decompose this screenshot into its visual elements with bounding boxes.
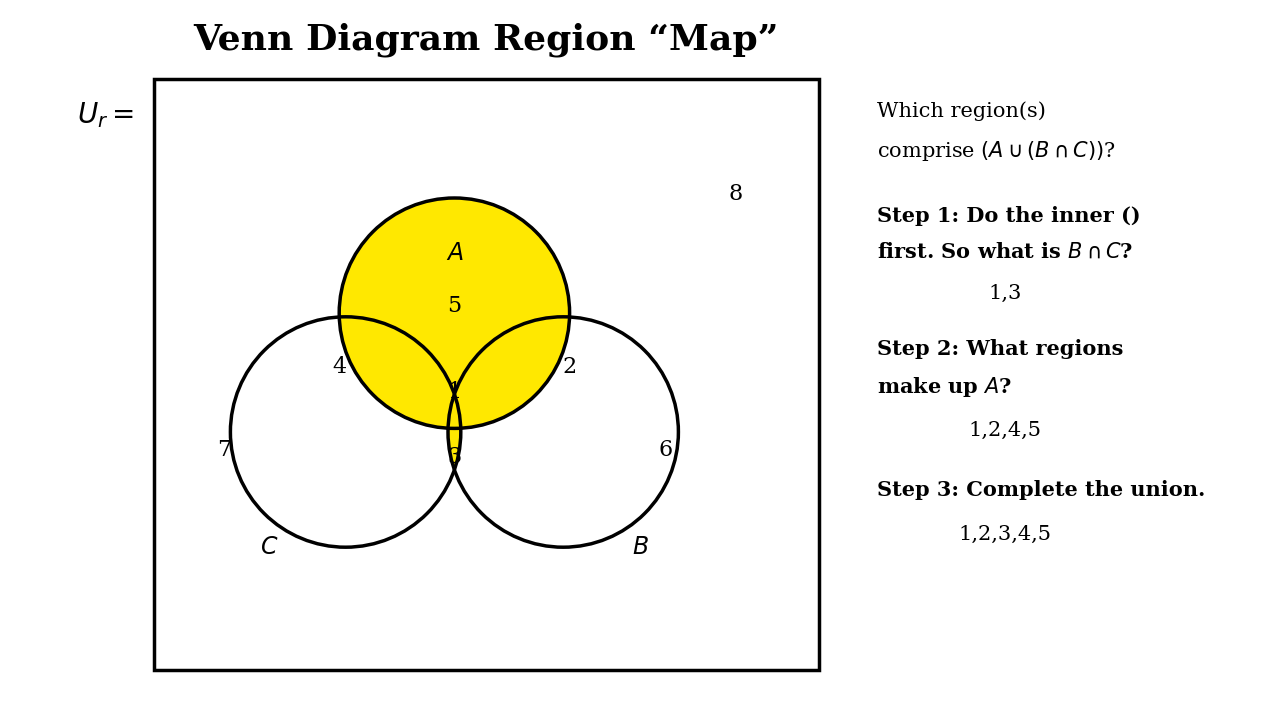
Text: make up $A$?: make up $A$? [877,375,1012,400]
FancyBboxPatch shape [154,79,819,670]
Text: 1,3: 1,3 [988,284,1021,303]
Text: 1,2,4,5: 1,2,4,5 [968,421,1042,440]
Text: 6: 6 [658,439,673,461]
Text: 7: 7 [216,439,232,461]
Ellipse shape [448,317,678,547]
Text: Step 3: Complete the union.: Step 3: Complete the union. [877,480,1206,500]
Text: first. So what is $B \cap C$?: first. So what is $B \cap C$? [877,242,1133,262]
Text: 2: 2 [562,356,577,378]
Text: $U_r =$: $U_r =$ [77,100,133,130]
Text: 1,2,3,4,5: 1,2,3,4,5 [959,525,1051,544]
Text: 3: 3 [447,446,462,468]
Text: Step 2: What regions: Step 2: What regions [877,339,1123,359]
Text: $\mathit{C}$: $\mathit{C}$ [260,536,278,559]
Text: $\mathit{B}$: $\mathit{B}$ [631,536,649,559]
Text: Venn Diagram Region “Map”: Venn Diagram Region “Map” [193,22,780,57]
Text: $\mathit{A}$: $\mathit{A}$ [445,242,463,265]
Ellipse shape [230,317,461,547]
Ellipse shape [448,317,678,547]
Text: 1: 1 [447,382,462,403]
Text: comprise $(A \cup (B \cap C))$?: comprise $(A \cup (B \cap C))$? [877,139,1115,163]
Text: 4: 4 [332,356,347,378]
Text: 5: 5 [447,295,462,317]
Text: Which region(s): Which region(s) [877,102,1046,122]
Text: Step 1: Do the inner (): Step 1: Do the inner () [877,206,1140,226]
Ellipse shape [339,198,570,428]
Text: 8: 8 [728,184,744,205]
